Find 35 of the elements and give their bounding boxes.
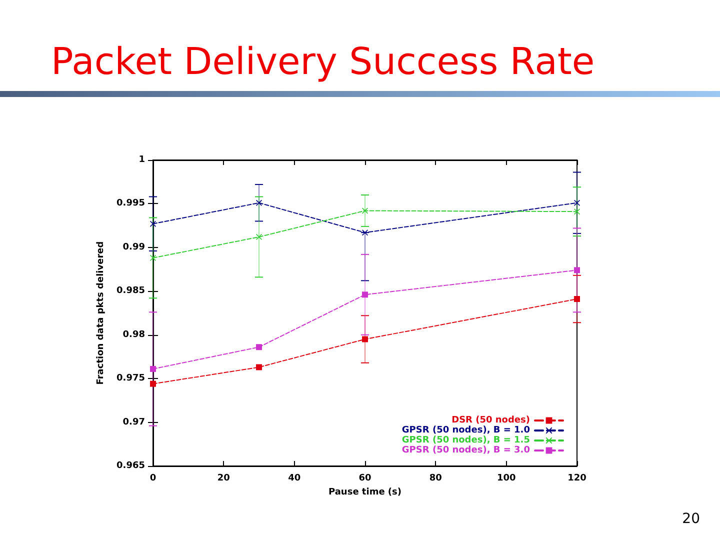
point	[574, 208, 580, 215]
x-tick-label: 80	[429, 474, 442, 484]
point	[362, 230, 368, 236]
point	[150, 380, 156, 387]
y-tick-label: 1	[138, 155, 145, 165]
chart-title: Packet Delivery Success Rate	[51, 40, 595, 83]
point	[150, 254, 156, 261]
y-axis-title: Fraction data pkts delivered	[96, 241, 106, 385]
point	[256, 234, 262, 240]
point	[256, 344, 262, 350]
point	[362, 292, 368, 298]
legend-label: GPSR (50 nodes), B = 1.5	[402, 436, 530, 446]
point	[574, 296, 580, 302]
x-tick-label: 100	[496, 474, 516, 484]
legend-label: GPSR (50 nodes), B = 3.0	[402, 446, 530, 456]
legend-label: DSR (50 nodes)	[452, 416, 530, 426]
y-tick-label: 0.97	[122, 417, 145, 428]
y-tick-label: 0.99	[122, 242, 145, 252]
point	[362, 336, 368, 342]
text: 20	[682, 511, 700, 527]
x-tick-label: 40	[288, 474, 301, 484]
point	[150, 366, 156, 372]
y-tick-label: 0.985	[116, 286, 145, 296]
x-tick-label: 120	[568, 474, 586, 484]
x-tick-label: 0	[150, 474, 156, 484]
point	[574, 267, 580, 274]
point	[256, 364, 262, 370]
y-tick-label: 0.995	[116, 198, 145, 209]
x-axis-title: Pause time (s)	[328, 488, 402, 498]
y-tick-label: 0.98	[122, 330, 145, 340]
legend-label: GPSR (50 nodes), B = 1.0	[402, 426, 530, 436]
x-tick-label: 60	[358, 474, 372, 484]
x-tick-label: 20	[217, 474, 230, 484]
y-tick-label: 0.965	[116, 461, 145, 471]
y-tick-label: 0.975	[116, 374, 145, 384]
